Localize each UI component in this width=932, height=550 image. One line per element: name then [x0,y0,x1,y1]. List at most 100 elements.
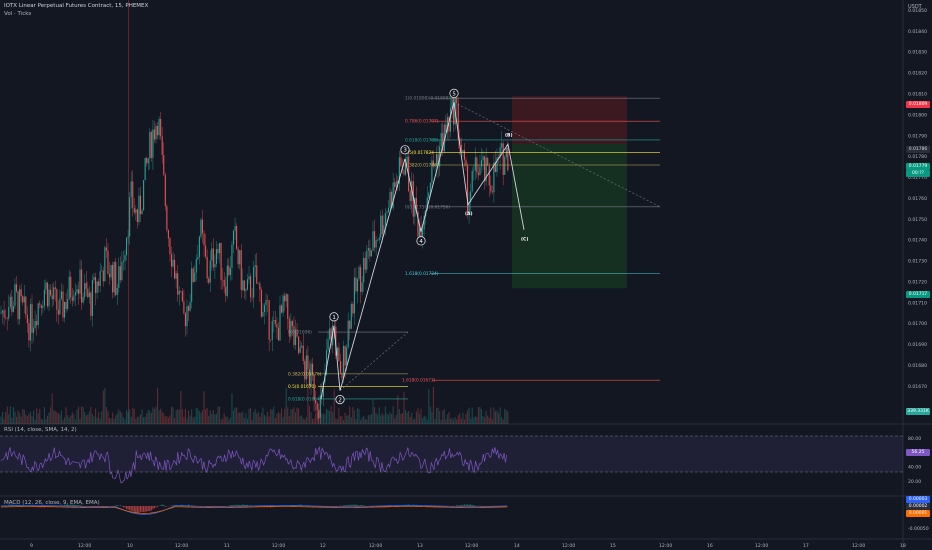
volume-bar [493,407,495,424]
volume-bar [470,418,472,424]
candle-body [79,269,81,294]
candle-body [0,312,2,314]
candle-body [115,262,117,295]
volume-bar [225,416,227,424]
candle-body [431,160,433,183]
volume-bar [490,407,492,424]
volume-bar [174,418,176,424]
candle-body [443,124,445,152]
volume-bar [50,407,52,424]
volume-bar [369,415,371,424]
macd-bar [129,506,131,511]
candle-body [347,320,349,348]
rsi-tick-label: 80.00 [908,436,921,442]
volume-bar [282,417,284,424]
volume-bar [87,414,89,424]
candle-body [147,158,149,164]
volume-bar [387,415,390,424]
candle-body [386,212,388,214]
candles [0,88,509,425]
candle-body [361,282,363,292]
candle-body [265,300,267,306]
volume-bar [194,416,196,424]
volume-bar [352,406,354,424]
rsi-tick-label: 40.00 [908,465,921,471]
volume-bar [205,409,207,424]
volume-bar [68,417,70,424]
volume-bar [104,388,106,424]
elliott-wave-path [320,102,525,400]
chart-title: IOTX Linear Perpetual Futures Contract, … [4,3,149,9]
candle-body [248,276,250,280]
volume-bar [456,419,458,424]
x-tick-label: 12:00 [369,543,382,549]
macd-bar [349,504,351,506]
candle-body [322,381,324,397]
volume-bar [31,416,33,424]
volume-bar [127,412,129,424]
candle-body [448,117,450,132]
macd-bar [71,504,73,506]
volume-bar [228,419,230,424]
volume-bar [23,409,25,424]
volume-bar [305,417,307,424]
volume-bar [439,410,441,424]
volume-bar [14,411,16,424]
candle-body [200,219,202,237]
candle-body [60,291,62,299]
volume-bar [440,419,442,424]
candle-body [336,347,338,356]
fib-level-label: 1.618(0.01673) [402,378,436,384]
volume-bars [0,386,509,424]
volume-bar [434,419,436,424]
volume-bar [285,387,287,424]
volume-bar [417,408,419,424]
macd-bar [152,506,154,510]
candle-body [198,236,200,258]
volume-bar [180,391,182,424]
volume-bar [215,413,217,424]
candle-body [397,181,399,184]
volume-bar [406,412,408,424]
volume-bar [501,417,503,424]
macd-bar [116,505,118,506]
volume-bar [335,418,337,424]
volume-bar [451,417,453,424]
candle-body [206,256,208,279]
candle-body [222,279,224,281]
macd-bar [347,504,349,506]
candle-body [149,132,151,159]
candle-body [81,269,83,303]
candle-body [85,283,87,289]
volume-bar [262,407,264,424]
volume-bar [198,411,200,424]
macd-bar [181,504,183,506]
candle-body [197,257,199,260]
volume-bar [304,419,306,424]
volume-bar [102,390,104,424]
fib-level-label: 1(0.01808)(0.01808) [405,96,450,102]
candle-body [460,144,462,153]
candle-body [175,273,177,279]
volume-bar [467,410,469,424]
candle-body [152,129,154,158]
volume-bar [33,410,35,424]
volume-bar [222,418,224,424]
candle-body [406,156,408,164]
candle-body [214,264,216,268]
macd-bar [431,506,433,507]
candle-body [417,211,419,237]
countdown-tag: 00:?? [906,170,930,177]
macd-tick-label: -0.00050 [908,526,929,532]
fib-level-label: 0.618(0.01664) [288,396,322,402]
candle-body [239,250,241,265]
candle-body [270,339,272,341]
volume-bar [310,412,312,424]
candle-body [135,209,137,213]
volume-bar [463,419,465,424]
macd-bar [8,504,10,506]
volume-bar [343,419,345,424]
volume-bar [491,418,493,424]
volume-bar [150,412,152,424]
